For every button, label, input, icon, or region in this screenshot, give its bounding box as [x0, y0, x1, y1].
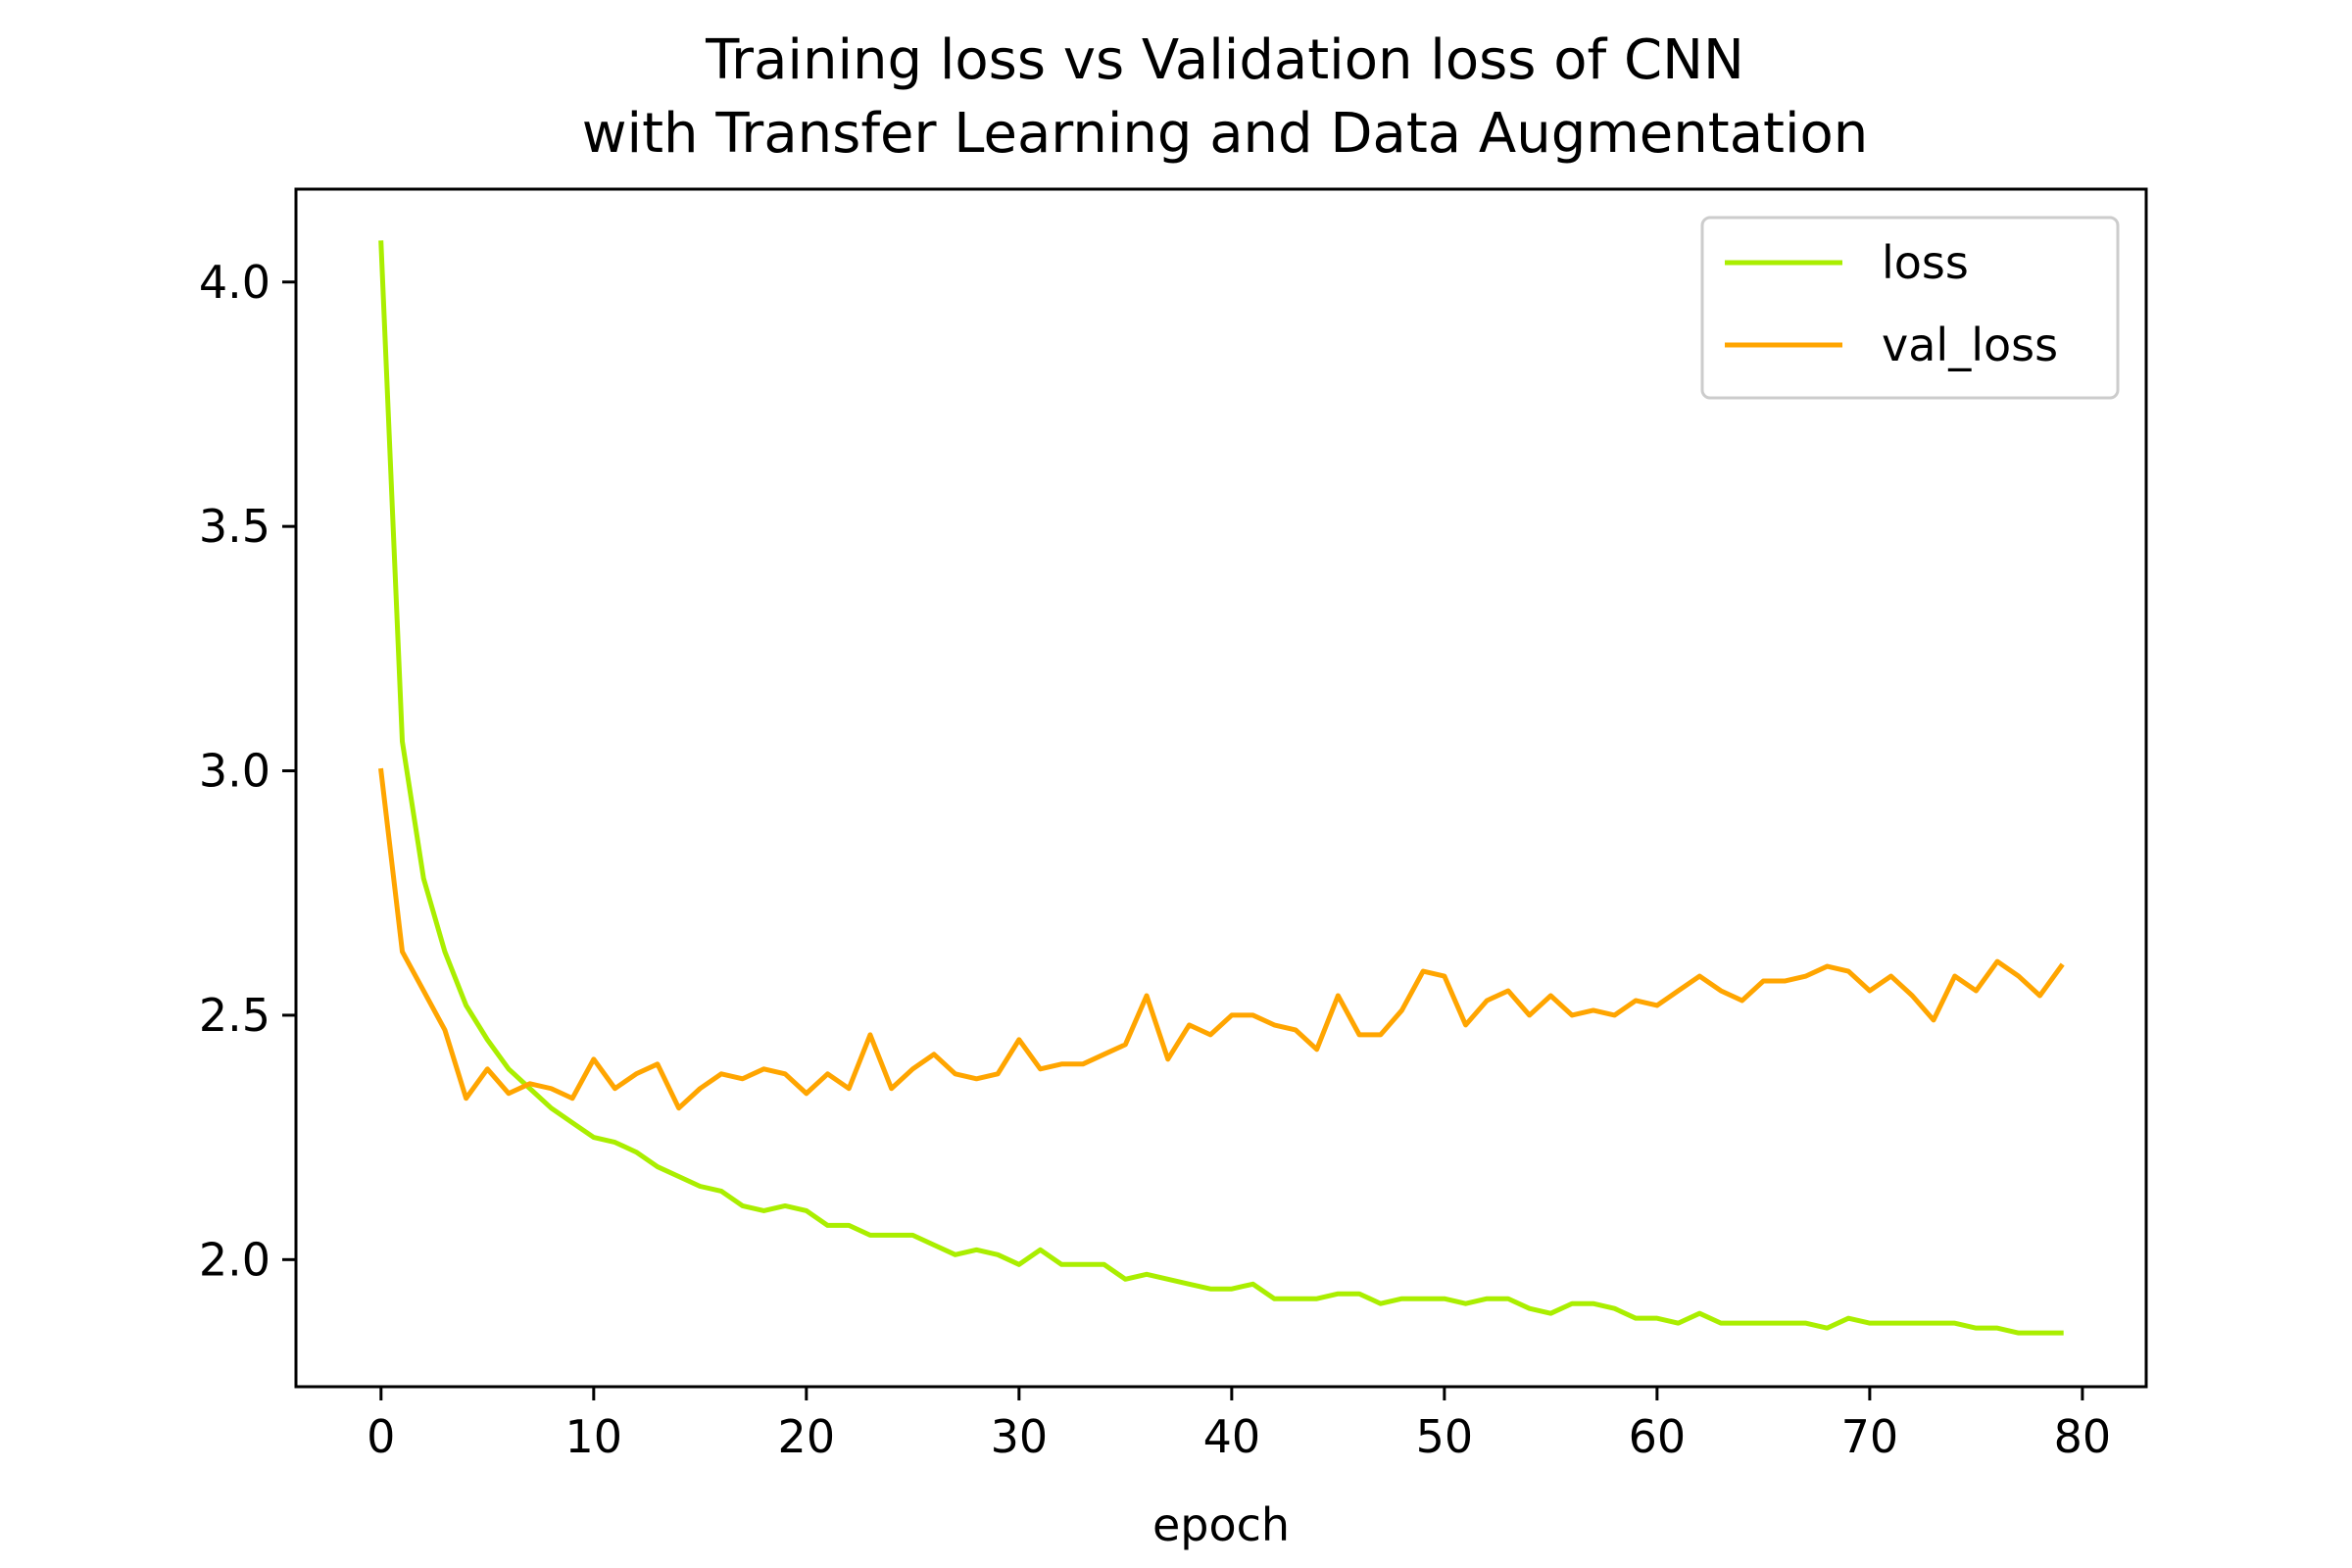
series-line-loss — [378, 240, 2064, 1336]
x-axis-label: epoch — [1152, 1498, 1290, 1551]
y-tick-label: 3.0 — [199, 745, 270, 798]
x-tick-label: 10 — [565, 1410, 623, 1463]
x-tick-label: 50 — [1416, 1410, 1474, 1463]
legend-label-loss: loss — [1882, 236, 1969, 289]
x-tick-label: 20 — [778, 1410, 836, 1463]
series-line-val-loss — [378, 767, 2065, 1111]
y-tick-label: 3.5 — [199, 500, 270, 553]
x-tick-label: 30 — [991, 1410, 1049, 1463]
y-tick-label: 2.0 — [199, 1233, 270, 1286]
chart-title-line-1: Training loss vs Validation loss of CNN — [705, 28, 1744, 92]
y-axis-ticks: 2.0 2.5 3.0 3.5 4.0 — [199, 256, 296, 1286]
x-tick-label: 80 — [2054, 1410, 2112, 1463]
series-layer — [378, 240, 2065, 1336]
x-tick-label: 0 — [367, 1410, 395, 1463]
x-tick-label: 60 — [1629, 1410, 1687, 1463]
y-tick-label: 4.0 — [199, 256, 270, 309]
y-tick-label: 2.5 — [199, 989, 270, 1042]
x-tick-label: 40 — [1203, 1410, 1261, 1463]
x-axis-ticks: 0 10 20 30 40 50 60 70 80 — [367, 1387, 2111, 1463]
plot-frame — [294, 187, 2148, 1389]
legend: loss val_loss — [1700, 216, 2120, 400]
x-tick-label: 70 — [1841, 1410, 1899, 1463]
legend-label-val-loss: val_loss — [1882, 318, 2058, 371]
chart-title-line-2: with Transfer Learning and Data Augmenta… — [582, 102, 1869, 166]
